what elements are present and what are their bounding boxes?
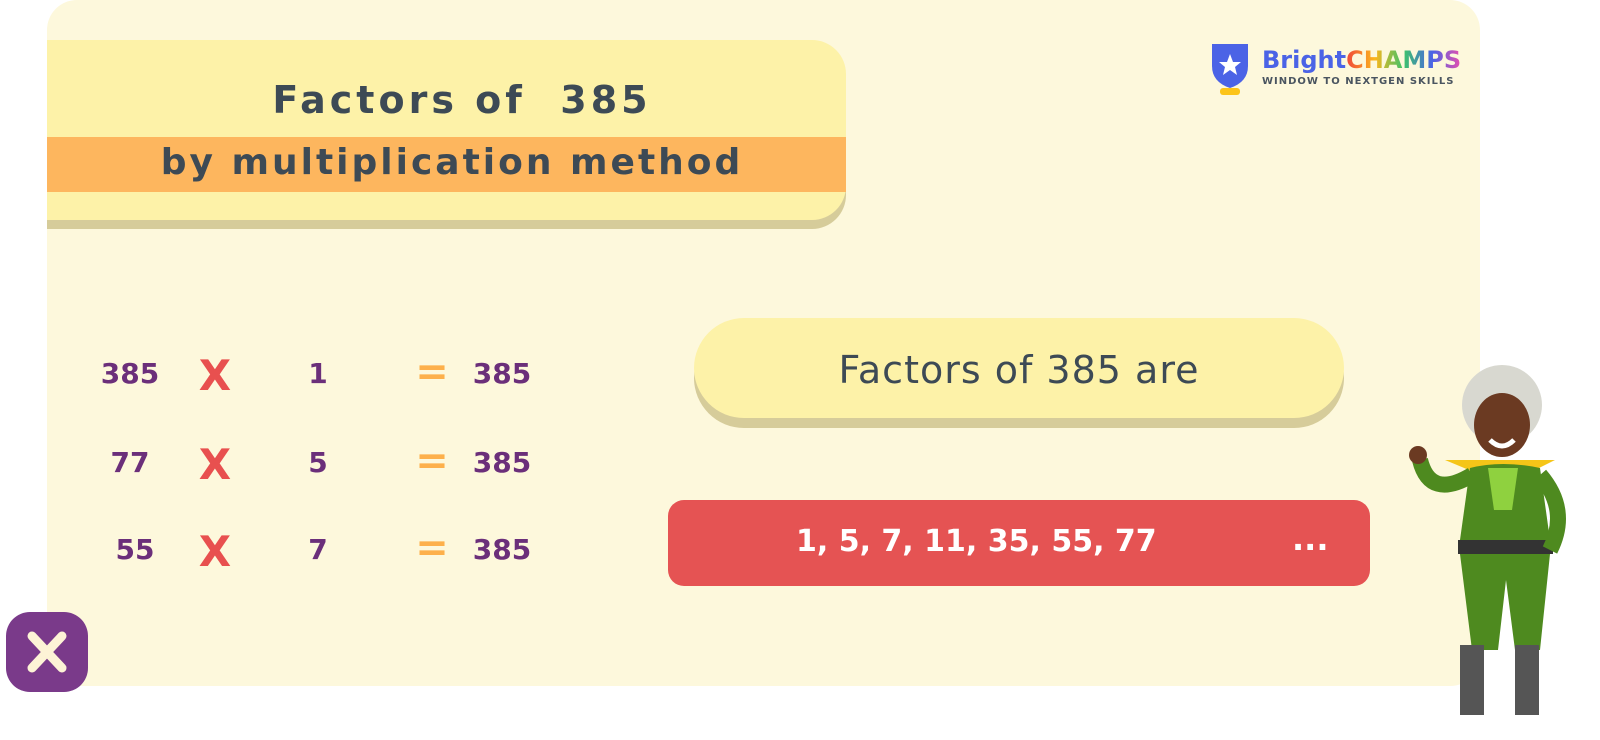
logo-name-champs: CHAMPS	[1346, 46, 1462, 74]
brightchamps-logo: BrightCHAMPS WINDOW TO NEXTGEN SKILLS	[1210, 42, 1461, 100]
equals-icon: =	[415, 349, 449, 395]
times-icon: X	[198, 351, 232, 400]
equals-icon: =	[415, 525, 449, 571]
close-x-icon	[27, 631, 67, 673]
equation-row: 77 X 5 = 385	[0, 438, 600, 489]
close-button[interactable]	[6, 612, 88, 692]
subtitle: by multiplication method	[160, 142, 744, 183]
multiplicand: 77	[110, 446, 150, 479]
character-illustration	[1409, 365, 1566, 715]
equals-icon: =	[415, 438, 449, 484]
equation-row: 385 X 1 = 385	[0, 349, 600, 400]
factors-list-bar: 1, 5, 7, 11, 35, 55, 77 ...	[668, 500, 1370, 586]
factors-more: ...	[1292, 520, 1329, 558]
multiplier: 7	[308, 533, 328, 566]
shield-star-icon	[1212, 44, 1248, 95]
times-icon: X	[198, 440, 232, 489]
logo-name-bright: Bright	[1262, 46, 1347, 74]
logo-tagline: WINDOW TO NEXTGEN SKILLS	[1262, 76, 1455, 87]
times-icon: X	[198, 527, 232, 576]
factors-label: Factors of 385 are	[838, 348, 1200, 392]
title: Factors of 385	[272, 78, 652, 122]
product: 385	[472, 446, 532, 479]
product: 385	[472, 533, 532, 566]
product: 385	[472, 357, 532, 390]
factors-list: 1, 5, 7, 11, 35, 55, 77	[796, 524, 1157, 559]
multiplier: 1	[308, 357, 328, 390]
equation-row: 55 X 7 = 385	[0, 525, 600, 576]
subtitle-band	[47, 137, 846, 192]
multiplicand: 55	[115, 533, 155, 566]
multiplicand: 385	[100, 357, 160, 390]
title-box	[47, 40, 846, 220]
multiplier: 5	[308, 446, 328, 479]
factors-label-pill: Factors of 385 are	[694, 318, 1344, 418]
